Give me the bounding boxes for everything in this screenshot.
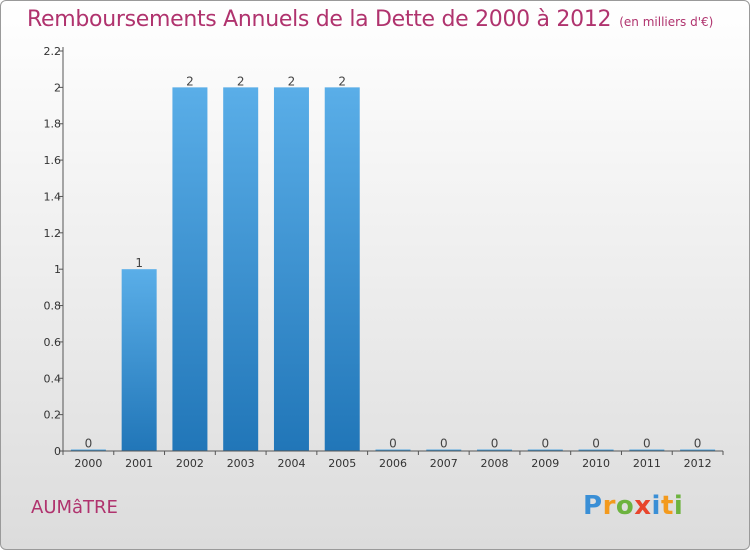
y-tick-label-1.4: 1.4 bbox=[44, 190, 62, 203]
data-label-2007: 0 bbox=[440, 437, 448, 451]
logo-letter: i bbox=[673, 491, 684, 521]
bar-2012 bbox=[680, 449, 716, 451]
y-tick-label-1.6: 1.6 bbox=[44, 154, 62, 167]
data-label-2008: 0 bbox=[491, 437, 499, 451]
data-label-2010: 0 bbox=[592, 437, 600, 451]
bar-2005 bbox=[324, 87, 360, 451]
y-tick-label-0: 0 bbox=[54, 445, 61, 458]
proxiti-logo: Proxiti bbox=[583, 491, 683, 521]
x-tick-label-2003: 2003 bbox=[227, 457, 255, 470]
data-label-2012: 0 bbox=[694, 437, 702, 451]
y-tick-label-0.2: 0.2 bbox=[44, 409, 62, 422]
bar-2003 bbox=[223, 87, 259, 451]
data-label-2011: 0 bbox=[643, 437, 651, 451]
x-tick-label-2010: 2010 bbox=[582, 457, 610, 470]
logo-letter: r bbox=[602, 491, 616, 521]
data-label-2000: 0 bbox=[85, 437, 93, 451]
logo-letter: t bbox=[660, 491, 674, 521]
bar-2000 bbox=[70, 449, 106, 451]
x-tick-label-2011: 2011 bbox=[633, 457, 661, 470]
bar-2009 bbox=[527, 449, 563, 451]
data-label-2006: 0 bbox=[389, 437, 397, 451]
bar-2002 bbox=[172, 87, 208, 451]
y-tick-label-0.8: 0.8 bbox=[44, 300, 62, 313]
data-label-2005: 2 bbox=[338, 74, 346, 88]
data-label-2009: 0 bbox=[541, 437, 549, 451]
x-tick-label-2006: 2006 bbox=[379, 457, 407, 470]
y-tick-label-0.4: 0.4 bbox=[44, 372, 62, 385]
data-label-2002: 2 bbox=[186, 74, 194, 88]
logo-letter: P bbox=[583, 491, 603, 521]
title-text: Remboursements Annuels de la Dette de 20… bbox=[27, 7, 612, 32]
bar-2008 bbox=[477, 449, 513, 451]
y-tick-label-1.8: 1.8 bbox=[44, 118, 62, 131]
x-tick-label-2005: 2005 bbox=[328, 457, 356, 470]
bar-2011 bbox=[629, 449, 665, 451]
labels-group: 0200012001220022200322004220050200602007… bbox=[44, 45, 712, 470]
bar-2006 bbox=[375, 449, 411, 451]
y-tick-label-2: 2 bbox=[54, 81, 61, 94]
bars-group bbox=[70, 87, 716, 451]
logo-letter: i bbox=[651, 491, 661, 521]
y-tick-label-1: 1 bbox=[54, 263, 61, 276]
town-name: AUMâTRE bbox=[31, 497, 118, 518]
axes-group bbox=[59, 47, 724, 455]
y-tick-label-1.2: 1.2 bbox=[44, 227, 62, 240]
x-tick-label-2012: 2012 bbox=[684, 457, 712, 470]
chart-title: Remboursements Annuels de la Dette de 20… bbox=[27, 7, 713, 32]
y-tick-label-0.6: 0.6 bbox=[44, 336, 62, 349]
x-tick-label-2004: 2004 bbox=[277, 457, 305, 470]
data-label-2004: 2 bbox=[288, 74, 296, 88]
y-tick-label-2.2: 2.2 bbox=[44, 45, 62, 58]
logo-letter: o bbox=[615, 491, 635, 521]
x-tick-label-2008: 2008 bbox=[481, 457, 509, 470]
chart-subtitle: (en milliers d'€) bbox=[619, 15, 714, 29]
x-tick-label-2007: 2007 bbox=[430, 457, 458, 470]
logo-letter: x bbox=[634, 491, 652, 521]
data-label-2001: 1 bbox=[135, 256, 143, 270]
bar-2007 bbox=[426, 449, 462, 451]
x-tick-label-2001: 2001 bbox=[125, 457, 153, 470]
bar-2004 bbox=[273, 87, 309, 451]
data-label-2003: 2 bbox=[237, 74, 245, 88]
x-tick-label-2002: 2002 bbox=[176, 457, 204, 470]
x-tick-label-2009: 2009 bbox=[531, 457, 559, 470]
x-tick-label-2000: 2000 bbox=[74, 457, 102, 470]
bar-2010 bbox=[578, 449, 614, 451]
bar-2001 bbox=[121, 269, 157, 451]
